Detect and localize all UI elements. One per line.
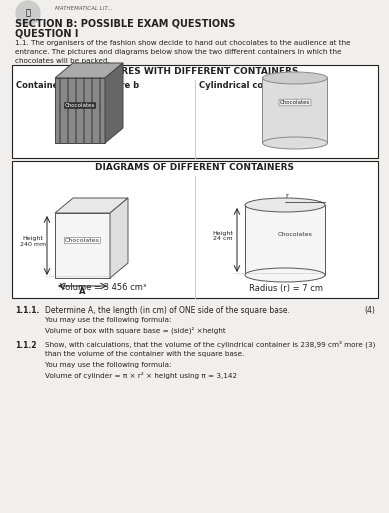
Text: Chocolates: Chocolates — [65, 103, 95, 108]
Bar — [12, 65, 378, 158]
Text: SECTION B: POSSIBLE EXAM QUESTIONS: SECTION B: POSSIBLE EXAM QUESTIONS — [15, 18, 235, 28]
Text: Chocolates: Chocolates — [278, 231, 312, 236]
Text: chocolates will be packed.: chocolates will be packed. — [15, 58, 110, 64]
Text: MATHEMATICAL LIT...: MATHEMATICAL LIT... — [55, 7, 112, 11]
Text: entrance. The pictures and diagrams below show the two different containers in w: entrance. The pictures and diagrams belo… — [15, 49, 342, 55]
Ellipse shape — [263, 137, 328, 149]
Polygon shape — [110, 198, 128, 278]
Circle shape — [16, 1, 40, 25]
Text: You may use the following formula:: You may use the following formula: — [45, 362, 172, 368]
Bar — [263, 78, 328, 143]
Text: Volume of cylinder = π × r² × height using π = 3,142: Volume of cylinder = π × r² × height usi… — [45, 372, 237, 379]
Polygon shape — [55, 198, 128, 213]
Text: Container with a square b: Container with a square b — [16, 81, 139, 89]
Text: Radius (r) = 7 cm: Radius (r) = 7 cm — [249, 284, 324, 292]
Text: Show, with calculations, that the volume of the cylindrical container is 238,99 : Show, with calculations, that the volume… — [45, 341, 375, 348]
Text: You may use the following formula:: You may use the following formula: — [45, 317, 172, 323]
Text: Height
240 mm: Height 240 mm — [20, 236, 46, 247]
Ellipse shape — [245, 268, 325, 282]
Text: Chocolates: Chocolates — [65, 238, 100, 243]
Bar — [245, 205, 325, 275]
Text: than the volume of the container with the square base.: than the volume of the container with th… — [45, 351, 244, 357]
Text: PICTURES WITH DIFFERENT CONTAINERS: PICTURES WITH DIFFERENT CONTAINERS — [91, 68, 299, 76]
Ellipse shape — [263, 72, 328, 84]
Ellipse shape — [245, 198, 325, 212]
Bar — [55, 78, 105, 143]
Text: 1.1.2: 1.1.2 — [15, 341, 37, 350]
Text: 1.1.1.: 1.1.1. — [15, 306, 39, 315]
Text: 1.1. The organisers of the fashion show decide to hand out chocolates to the aud: 1.1. The organisers of the fashion show … — [15, 40, 350, 46]
Text: r: r — [286, 193, 288, 199]
Text: A: A — [79, 287, 86, 297]
Text: QUESTION I: QUESTION I — [15, 28, 78, 38]
Polygon shape — [55, 63, 123, 78]
Polygon shape — [105, 63, 123, 143]
Bar — [55, 213, 110, 278]
Bar — [12, 161, 378, 298]
Text: Chocolates: Chocolates — [280, 100, 310, 105]
Text: Volume = 3 456 cm³: Volume = 3 456 cm³ — [60, 284, 147, 292]
Text: (4): (4) — [364, 306, 375, 315]
Text: Cylindrical container: Cylindrical container — [199, 81, 298, 89]
Text: 🏛: 🏛 — [26, 9, 30, 17]
Text: Height
24 cm: Height 24 cm — [212, 231, 233, 242]
Text: Volume of box with square base = (side)² ×height: Volume of box with square base = (side)²… — [45, 327, 226, 334]
Text: DIAGRAMS OF DIFFERENT CONTAINERS: DIAGRAMS OF DIFFERENT CONTAINERS — [96, 164, 294, 172]
Text: Determine A, the length (in cm) of ONE side of the square base.: Determine A, the length (in cm) of ONE s… — [45, 306, 290, 315]
